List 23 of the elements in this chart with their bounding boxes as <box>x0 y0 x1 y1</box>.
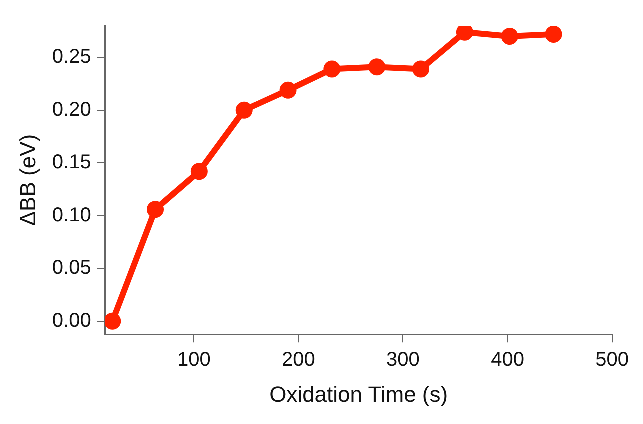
y-tick-label: 0.10 <box>52 204 92 226</box>
point <box>501 28 518 46</box>
y-tick-label: 0.00 <box>52 310 92 332</box>
y-tick-label: 0.15 <box>52 152 92 174</box>
x-tick-label: 400 <box>491 349 524 372</box>
y-axis-title: ΔBB (eV) <box>15 134 40 226</box>
point <box>190 163 208 180</box>
x-tick-label: 100 <box>177 349 211 372</box>
y-tick-label: 0.20 <box>52 98 92 121</box>
y-tick-label: 0.05 <box>52 257 92 280</box>
point <box>147 201 164 218</box>
x-tick-label: 500 <box>596 349 630 372</box>
point <box>368 58 386 76</box>
y-tick-label: 0.25 <box>52 46 92 68</box>
point <box>280 82 297 99</box>
point <box>412 60 430 78</box>
x-tick-label: 200 <box>282 349 316 372</box>
x-axis-title: Oxidation Time (s) <box>270 382 448 407</box>
x-tick-label: 300 <box>386 349 420 372</box>
point <box>324 60 341 78</box>
point <box>105 312 122 330</box>
point <box>545 26 562 43</box>
point <box>236 102 253 119</box>
